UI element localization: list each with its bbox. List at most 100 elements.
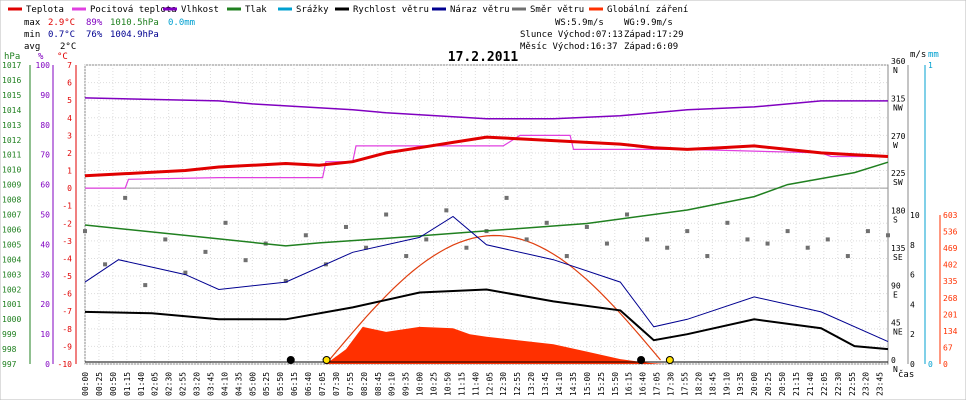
wind-direction-point xyxy=(865,229,870,234)
time-tick-label: 02:55 xyxy=(179,372,188,396)
temp-tick-label: 0 xyxy=(67,184,72,193)
wind-direction-point xyxy=(103,262,108,267)
time-tick-label: 15:50 xyxy=(611,372,620,396)
rad-tick-label: 201 xyxy=(943,310,958,319)
mm-tick-label: 0 xyxy=(928,360,933,369)
temp-tick-label: 7 xyxy=(67,61,72,70)
legend-label: Vlhkost xyxy=(181,5,219,15)
info-wg: WG:9.9m/s xyxy=(624,18,673,28)
time-tick-label: 08:20 xyxy=(360,372,369,396)
time-tick-label: 01:15 xyxy=(123,372,132,396)
stats-min-temp: 0.7°C xyxy=(48,30,75,40)
time-tick-label: 17:05 xyxy=(653,372,662,396)
sun-moon-marker xyxy=(637,356,646,364)
time-tick-label: 22:05 xyxy=(820,372,829,396)
rad-tick-label: 536 xyxy=(943,228,958,237)
legend-label: Směr větru xyxy=(530,5,584,15)
stats-max-temp: 2.9°C xyxy=(48,18,75,28)
time-tick-label: 11:15 xyxy=(457,372,466,396)
wind-direction-point xyxy=(504,195,509,200)
sun-moon-marker xyxy=(322,356,331,364)
hpa-tick-label: 998 xyxy=(2,345,17,354)
time-tick-label: 18:20 xyxy=(694,372,703,396)
wind-direction-point xyxy=(203,249,208,254)
wind-direction-point xyxy=(604,241,609,246)
time-tick-label: 16:40 xyxy=(639,372,648,396)
dir-tick-label: 0 xyxy=(891,356,896,365)
sun-moon-marker xyxy=(665,356,674,364)
plot-area xyxy=(83,97,890,365)
hpa-tick-label: 1014 xyxy=(2,106,21,115)
time-tick-label: 23:20 xyxy=(862,372,871,396)
time-tick-label: 22:30 xyxy=(834,372,843,396)
pct-tick-label: 60 xyxy=(40,181,50,190)
time-tick-label: 04:35 xyxy=(234,372,243,396)
dir-tick-label: 90 xyxy=(891,281,901,290)
wind-direction-point xyxy=(886,233,890,238)
dir-tick-label: 45 xyxy=(891,319,901,328)
info-block: WS:5.9m/s WG:9.9m/s Slunce Východ:07:13 … xyxy=(520,18,684,52)
time-tick-label: 15:25 xyxy=(597,372,606,396)
time-tick-label: 14:35 xyxy=(569,372,578,396)
wind-direction-point xyxy=(343,224,348,229)
pct-tick-label: 20 xyxy=(40,300,50,309)
temp-tick-label: -2 xyxy=(62,219,72,228)
time-tick-label: 03:45 xyxy=(206,372,215,396)
ms-unit: m/s xyxy=(910,50,926,60)
wind-direction-point xyxy=(364,245,369,250)
dir-cardinal-label: NW xyxy=(893,103,903,112)
ms-tick-label: 8 xyxy=(910,241,915,250)
pct-tick-label: 0 xyxy=(45,360,50,369)
wind-direction-point xyxy=(845,254,850,259)
legend-label: Tlak xyxy=(245,5,267,15)
ms-tick-label: 10 xyxy=(910,211,920,220)
chart-title: 17.2.2011 xyxy=(448,50,519,65)
stats-max-hum: 89% xyxy=(86,18,103,28)
ms-tick-label: 0 xyxy=(910,360,915,369)
pct-tick-label: 80 xyxy=(40,121,50,130)
dir-cardinal-label: W xyxy=(893,141,898,150)
pct-tick-label: 90 xyxy=(40,91,50,100)
time-tick-label: 05:25 xyxy=(262,372,271,396)
hpa-tick-label: 1012 xyxy=(2,136,21,145)
legend-label: Pocitová teplota xyxy=(90,5,177,15)
wind-direction-point xyxy=(404,254,409,259)
wind-direction-point xyxy=(745,237,750,242)
hpa-unit: hPa xyxy=(4,52,20,62)
time-tick-label: 19:35 xyxy=(736,372,745,396)
stats-max-press: 1010.5hPa xyxy=(110,18,159,28)
stats-min-label: min xyxy=(24,30,40,40)
wind-direction-point xyxy=(785,229,790,234)
temp-tick-label: -8 xyxy=(62,325,72,334)
dir-tick-label: 360 xyxy=(891,57,906,66)
info-moon: Měsíc Východ:16:37 xyxy=(520,42,618,52)
wind-direction-point xyxy=(163,237,168,242)
wind-gust-line xyxy=(84,215,889,343)
info-sun: Slunce Východ:07:13 xyxy=(520,30,623,40)
temp-tick-label: 1 xyxy=(67,167,72,176)
time-tick-label: 18:45 xyxy=(708,372,717,396)
temp-tick-label: -3 xyxy=(62,237,72,246)
wind-direction-point xyxy=(283,278,288,283)
dir-cardinal-label: NE xyxy=(893,328,903,337)
time-tick-label: 20:00 xyxy=(750,372,759,396)
time-tick-label: 10:00 xyxy=(416,372,425,396)
time-tick-label: 13:45 xyxy=(541,372,550,396)
wind-direction-point xyxy=(825,237,830,242)
wind-direction-point xyxy=(444,208,449,213)
legend-label: Teplota xyxy=(26,5,64,15)
ms-tick-label: 4 xyxy=(910,300,915,309)
dir-tick-label: 270 xyxy=(891,132,906,141)
wind-direction-point xyxy=(524,237,529,242)
axes: 00:00 00:25 00:50 01:15 01:40 02:05 02:30 02:55… xyxy=(2,57,958,396)
wind-direction-point xyxy=(123,195,128,200)
wind-direction-point xyxy=(564,254,569,259)
time-tick-label: 21:40 xyxy=(806,372,815,396)
rad-tick-label: 67 xyxy=(943,343,953,352)
time-tick-label: 09:35 xyxy=(402,372,411,396)
hpa-tick-label: 1002 xyxy=(2,285,21,294)
wind-direction-point xyxy=(544,220,549,225)
hpa-tick-label: 1007 xyxy=(2,211,21,220)
time-tick-label: 12:30 xyxy=(499,372,508,396)
